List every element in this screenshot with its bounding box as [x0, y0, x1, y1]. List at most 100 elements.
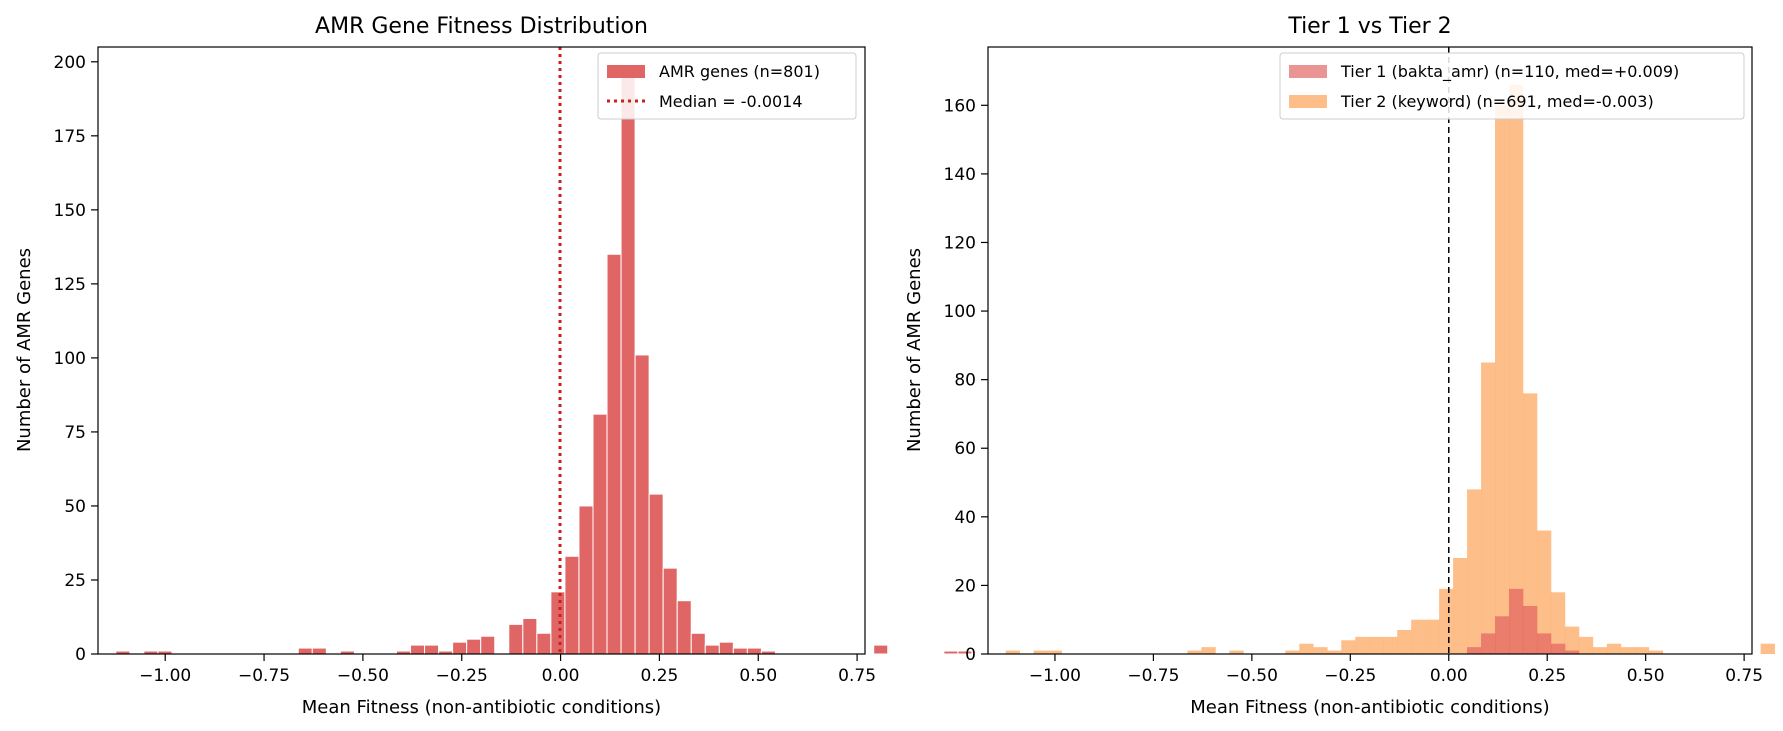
chart-left-x-axis: −1.00 −0.75 −0.50 −0.25 0.00 0.25 0.50 0.75 [139, 654, 876, 686]
x-tick-label: −0.50 [337, 666, 389, 686]
tier2-bar [1760, 643, 1775, 654]
histogram-bar [718, 641, 734, 655]
tier2-bar [1355, 636, 1370, 654]
tier2-bar [1481, 362, 1496, 654]
y-tick-label: 75 [64, 423, 86, 443]
tier2-bar [1411, 619, 1426, 654]
tier2-bar [1522, 393, 1538, 654]
tier2-bar [1285, 650, 1300, 654]
histogram-bar [480, 635, 496, 655]
y-tick-label: 100 [54, 349, 86, 369]
histogram-bar [690, 632, 706, 655]
y-tick-label: 175 [54, 127, 86, 147]
chart-right-ylabel: Number of AMR Genes [904, 248, 925, 452]
histogram-bar [297, 647, 313, 655]
x-tick-label: 0.00 [542, 666, 580, 686]
histogram-bar [606, 253, 622, 655]
x-tick-label: 0.25 [1528, 666, 1566, 686]
histogram-bar [662, 567, 678, 655]
tier1-bar [1481, 633, 1496, 654]
tier2-bar [1033, 650, 1048, 654]
legend-label-amr: AMR genes (n=801) [659, 62, 820, 81]
x-tick-label: 0.50 [1627, 666, 1665, 686]
tier2-bar [1047, 650, 1062, 654]
tier2-bar [1201, 647, 1216, 654]
y-tick-label: 120 [944, 233, 976, 253]
tier2-bar [1453, 557, 1468, 654]
histogram-bar [648, 493, 664, 655]
y-tick-label: 80 [954, 371, 976, 391]
tier2-bar [1187, 650, 1202, 654]
histogram-bar [410, 644, 426, 655]
y-tick-label: 100 [944, 302, 976, 322]
y-tick-label: 160 [944, 96, 976, 116]
tier2-bar [1606, 643, 1622, 654]
histogram-bar [508, 623, 524, 655]
tier2-bar [1313, 647, 1328, 654]
chart-left: AMR Gene Fitness Distribution −1.00 −0.75… [14, 14, 973, 718]
histogram-bar [550, 591, 566, 655]
tier2-bar [1634, 647, 1650, 654]
x-tick-label: −1.00 [139, 666, 191, 686]
chart-right: Tier 1 vs Tier 2 −1.00 −0.75 −0.50 −0.25 0.0… [904, 14, 1775, 718]
histogram-bar [578, 505, 594, 655]
histogram-bar [634, 354, 650, 655]
histogram-bar [466, 638, 482, 655]
y-tick-label: 25 [64, 571, 86, 591]
histogram-bar [676, 600, 692, 655]
chart-right-frame [987, 46, 1753, 655]
y-tick-label: 60 [954, 439, 976, 459]
y-tick-label: 140 [944, 165, 976, 185]
tier2-bar [1299, 643, 1314, 654]
chart-left-xlabel: Mean Fitness (non-antibiotic conditions) [302, 697, 661, 718]
histogram-bar [732, 647, 748, 655]
tier2-bar [1397, 629, 1412, 654]
tier2-bar [1467, 489, 1482, 654]
x-tick-label: 0.75 [1725, 666, 1763, 686]
chart-right-xlabel: Mean Fitness (non-antibiotic conditions) [1190, 697, 1549, 718]
x-tick-label: −1.00 [1029, 666, 1081, 686]
histogram-bar [311, 647, 327, 655]
x-tick-label: −0.25 [436, 666, 488, 686]
y-tick-label: 0 [965, 645, 976, 665]
chart-right-legend: Tier 1 (bakta_amr) (n=110, med=+0.009) T… [1279, 52, 1745, 120]
tier1-bar [1509, 588, 1524, 654]
histogram-bar [424, 644, 440, 655]
y-tick-label: 150 [54, 201, 86, 221]
histogram-bar [592, 413, 608, 655]
histogram-bar [620, 76, 636, 655]
x-tick-label: −0.75 [238, 666, 290, 686]
x-tick-label: −0.75 [1127, 666, 1179, 686]
x-tick-label: 0.25 [640, 666, 678, 686]
legend-label-tier1: Tier 1 (bakta_amr) (n=110, med=+0.009) [1340, 62, 1679, 82]
tier2-bar [1495, 105, 1510, 654]
histogram-bar [452, 641, 468, 655]
tier2-bar [1327, 650, 1342, 654]
tier2-bar [1648, 650, 1664, 654]
x-tick-label: −0.50 [1226, 666, 1278, 686]
x-tick-label: 0.75 [838, 666, 876, 686]
chart-right-title: Tier 1 vs Tier 2 [1287, 14, 1451, 39]
tier1-bar [1495, 616, 1510, 654]
tier2-bar [1536, 530, 1552, 654]
histogram-bar [536, 632, 552, 655]
y-tick-label: 40 [954, 508, 976, 528]
tier1-bar [1564, 650, 1580, 654]
tier2-bar [1564, 626, 1580, 654]
histogram-bar [873, 644, 889, 655]
histogram-bar [746, 647, 762, 655]
chart-right-y-axis: 0 20 40 60 80 100 120 140 160 [944, 96, 988, 665]
tier1-bar [1550, 643, 1566, 654]
legend-swatch-amr [607, 65, 645, 78]
histogram-bar [522, 617, 538, 655]
tier1-bar [1536, 633, 1552, 654]
y-tick-label: 50 [64, 497, 86, 517]
tier2-bar [1620, 647, 1636, 654]
tier2-bar [1383, 636, 1398, 654]
tier2-bar [1005, 650, 1021, 654]
legend-label-median: Median = -0.0014 [659, 92, 803, 111]
histogram-bar [943, 650, 959, 655]
tier1-bar [1467, 647, 1482, 654]
chart-left-legend: AMR genes (n=801) Median = -0.0014 [597, 52, 857, 120]
